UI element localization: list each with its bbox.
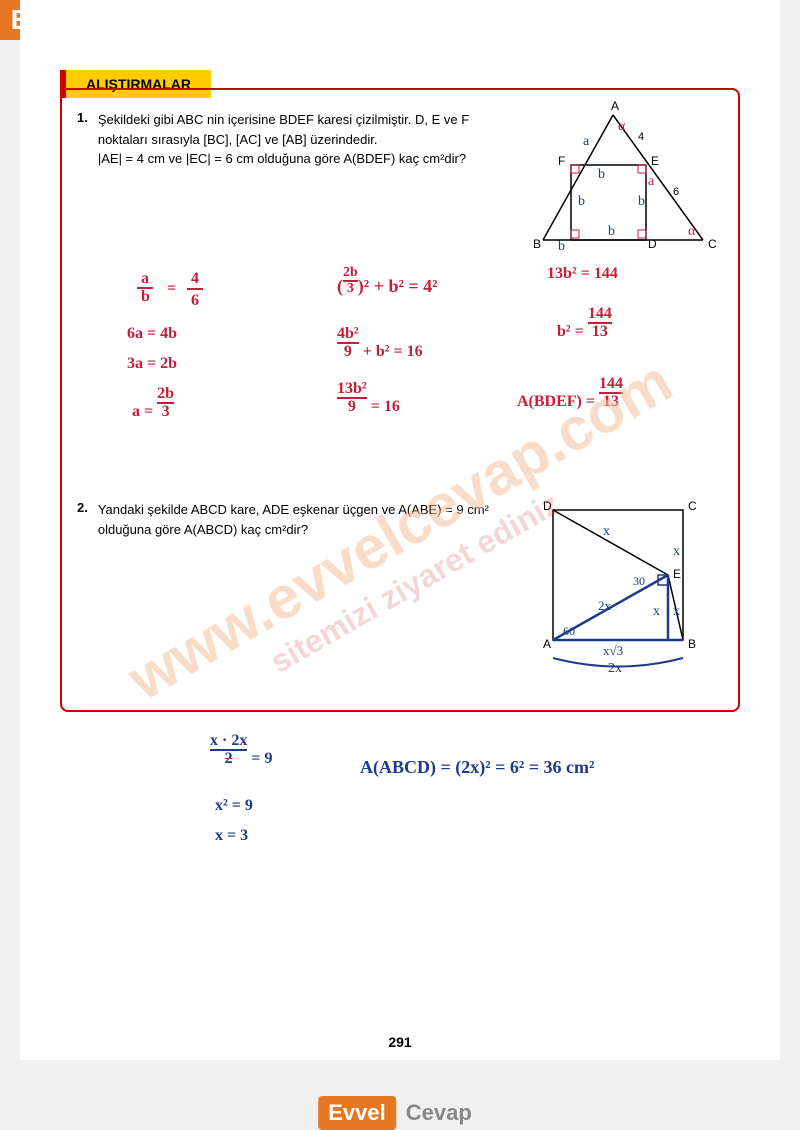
problem-2: 2. Yandaki şekilde ABCD kare, ADE eşkena… [77, 500, 723, 670]
footer-evvel: Evvel [318, 1096, 396, 1130]
diag2-B: B [688, 637, 696, 651]
diag1-a1: a [583, 134, 590, 149]
diag1-alpha1: α [618, 119, 626, 134]
diag1-alpha2: α [688, 224, 696, 239]
diag1-B: B [533, 237, 541, 251]
diag2-x1: x [603, 524, 610, 539]
diag1-A: A [611, 99, 619, 113]
diag2-x2: x [673, 544, 680, 559]
diag2-x3: x [673, 604, 680, 619]
diag2-D: D [543, 499, 552, 513]
diag2-A: A [543, 637, 551, 651]
problem-2-num: 2. [77, 500, 88, 670]
problem-1-num: 1. [77, 110, 88, 250]
hw-p2-l2: x² = 9 [215, 797, 253, 815]
diag1-F: F [558, 154, 565, 168]
problem-2-text: Yandaki şekilde ABCD kare, ADE eşkenar ü… [98, 500, 513, 670]
diag2-xr3: x√3 [603, 643, 623, 658]
diag2-30: 30 [633, 574, 645, 588]
diag1-b3: b [608, 224, 615, 239]
diag1-b1: b [598, 167, 605, 182]
diag1-6: 6 [673, 186, 679, 198]
diag2-E: E [673, 567, 681, 581]
hw-c1-l1: a b = 4 6 [137, 270, 154, 306]
problem-1: 1. Şekildeki gibi ABC nin içerisine BDEF… [77, 110, 723, 250]
diag2-x4: x [653, 604, 660, 619]
hw-c1-l3: 3a = 2b [127, 355, 177, 373]
problem-1-diagram: A B C D E F 4 6 α α a a b b b b [523, 110, 723, 250]
diag2-C: C [688, 499, 697, 513]
diag1-D: D [648, 237, 657, 251]
hw-c1-l2: 6a = 4b [127, 325, 177, 343]
hw-c3-l2: b² = 14413 [557, 305, 612, 341]
p2-work: x · 2x2 = 9 x² = 9 x = 3 A(ABCD) = (2x)²… [40, 732, 760, 882]
page-number: 291 [388, 1034, 411, 1050]
diag1-b2: b [578, 194, 585, 209]
diag2-2xb: 2x [608, 661, 622, 676]
hw-c3-l1: 13b² = 144 [547, 265, 618, 283]
diag2-2x: 2x [598, 598, 612, 613]
diag1-a2: a [648, 174, 655, 189]
footer-cevap: Cevap [396, 1096, 482, 1130]
problem-2-diagram: D C A B E x x x x 30 60 2x x√3 2x [523, 500, 723, 670]
hw-c2-l3: 13b²9 = 16 [337, 380, 400, 416]
footer-logo: Evvel Cevap [318, 1096, 482, 1130]
hw-p2-l3: x = 3 [215, 827, 248, 845]
hw-c2-l2: 4b²9 + b² = 16 [337, 325, 423, 361]
diag2-60: 60 [563, 624, 575, 638]
hw-c3-l3: A(BDEF) = 14413 [517, 375, 623, 411]
page-content: ALIŞTIRMALAR 1. Şekildeki gibi ABC nin i… [20, 0, 780, 1060]
p1-work: a b = 4 6 6a = 4b 3a = 2b a = 2b3 (2b3)²… [117, 270, 723, 470]
hw-c1-l4: a = 2b3 [132, 385, 174, 421]
diag1-b4: b [638, 194, 645, 209]
hw-c2-l1: (2b3)² + b² = 4² [337, 265, 438, 297]
hw-p2-l1: x · 2x2 = 9 [210, 732, 272, 768]
diag1-4: 4 [638, 131, 644, 143]
diag1-C: C [708, 237, 717, 251]
content-box: 1. Şekildeki gibi ABC nin içerisine BDEF… [60, 88, 740, 712]
hw-p2-l4: A(ABCD) = (2x)² = 6² = 36 cm² [360, 757, 594, 778]
problem-1-text: Şekildeki gibi ABC nin içerisine BDEF ka… [98, 110, 513, 250]
diag1-b5: b [558, 239, 565, 254]
diag1-E: E [651, 154, 659, 168]
